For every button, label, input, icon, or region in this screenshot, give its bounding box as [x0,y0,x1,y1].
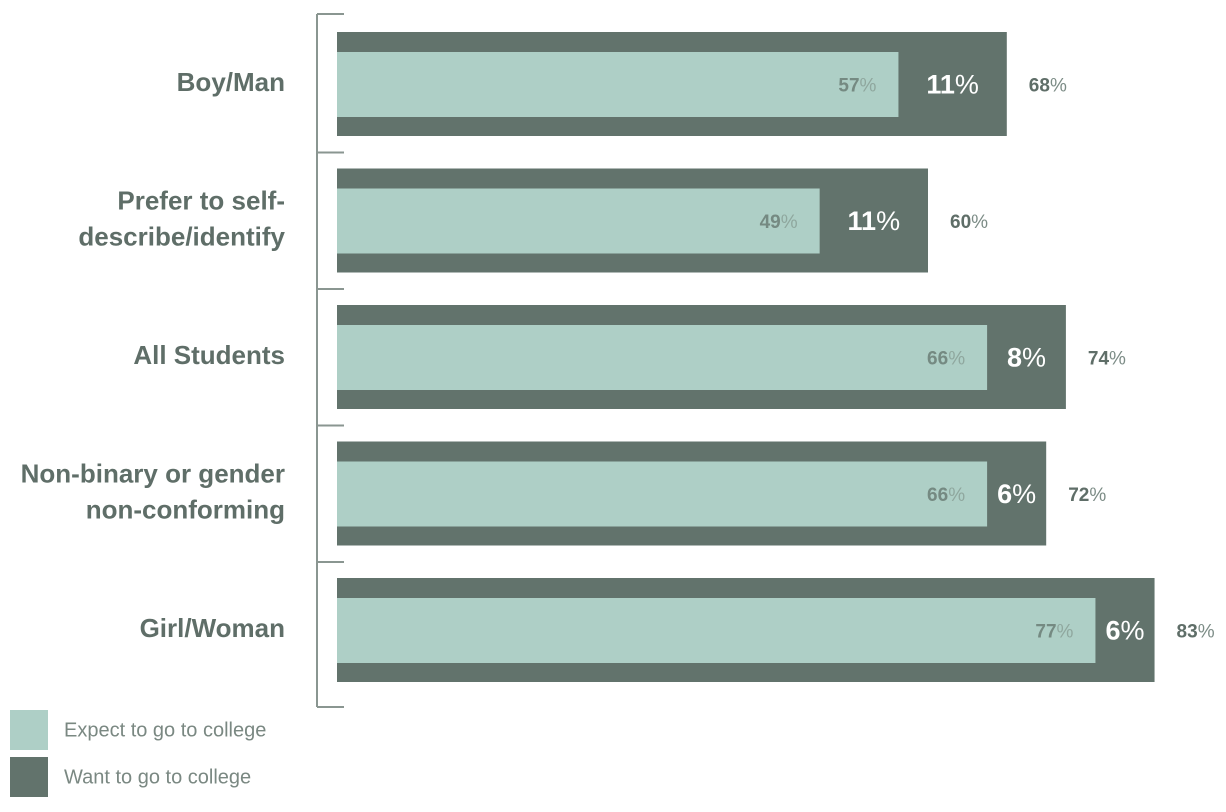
bar-expect [337,52,899,117]
category-label: Girl/Woman [140,613,285,643]
bar-expect [337,598,1096,663]
category-label: Prefer to self- [117,185,285,215]
want-value-label: 72% [1068,485,1106,506]
legend-swatch [10,757,48,797]
gap-value-label: 6% [1105,616,1144,646]
legend-label: Want to go to college [64,766,251,788]
bars-group [337,32,1155,682]
legend-label: Expect to go to college [64,719,266,741]
category-label: Non-binary or gender [21,458,285,488]
bar-expect [337,461,988,527]
gap-value-label: 11% [926,70,979,100]
expect-value-label: 49% [760,212,798,233]
want-value-label: 74% [1088,349,1126,370]
legend: Expect to go to college Want to go to col… [10,710,266,797]
legend-swatch [10,710,48,750]
gap-value-label: 11% [848,206,901,236]
category-label: All Students [133,340,285,370]
category-label: Boy/Man [177,67,285,97]
bar-expect [337,188,820,254]
category-label: non-conforming [86,494,285,524]
category-label: describe/identify [78,221,285,251]
want-value-label: 68% [1029,76,1067,97]
category-bracket [316,13,344,708]
expect-value-label: 77% [1035,622,1073,643]
bar-expect [337,325,988,390]
want-value-label: 83% [1177,622,1215,643]
gap-value-label: 6% [997,479,1036,509]
labels-group: Boy/Man 57% 11% 68% Prefer to self-describe/… [21,67,1215,646]
expect-value-label: 66% [927,349,965,370]
expect-value-label: 66% [927,485,965,506]
gap-value-label: 8% [1007,343,1046,373]
want-value-label: 60% [950,212,988,233]
expect-value-label: 57% [838,76,876,97]
